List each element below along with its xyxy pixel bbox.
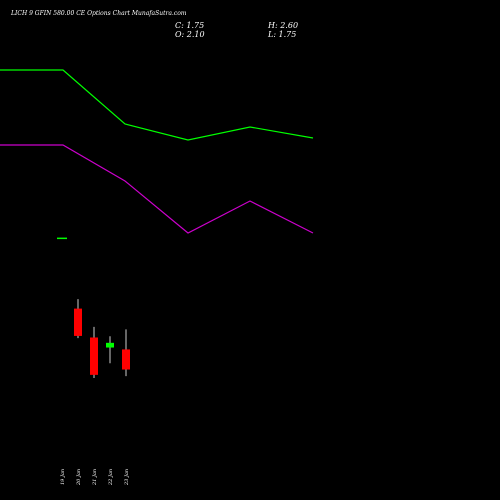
candle-body <box>106 342 114 348</box>
candle-22-jan <box>106 336 114 364</box>
candle-body <box>74 308 82 336</box>
x-tick-label: 19 Jan <box>60 469 66 485</box>
x-axis: 19 Jan 20 Jan 21 Jan 22 Jan 23 Jan <box>60 469 130 486</box>
open-label: O: 2.10 <box>175 30 205 39</box>
candle-19-jan <box>57 237 67 240</box>
candle-23-jan <box>122 329 130 377</box>
x-tick-label: 23 Jan <box>124 469 130 486</box>
indicator-lines <box>0 69 314 234</box>
close-label: C: 1.75 <box>175 21 204 30</box>
candle-body <box>90 337 98 375</box>
indicator-line-green <box>0 69 314 141</box>
candle-21-jan <box>90 326 98 378</box>
high-label: H: 2.60 <box>267 21 298 30</box>
low-label: L: 1.75 <box>267 30 296 39</box>
x-tick-label: 21 Jan <box>92 469 98 486</box>
candlesticks <box>57 237 130 378</box>
candle-20-jan <box>74 299 82 339</box>
candle-body <box>57 237 67 240</box>
x-tick-label: 20 Jan <box>76 469 82 486</box>
x-tick-label: 22 Jan <box>108 469 114 486</box>
indicator-line-magenta <box>0 144 314 234</box>
candle-body <box>122 349 130 370</box>
chart-title: LICH 9 GFIN 580.00 CE Options Chart Muna… <box>10 10 187 17</box>
